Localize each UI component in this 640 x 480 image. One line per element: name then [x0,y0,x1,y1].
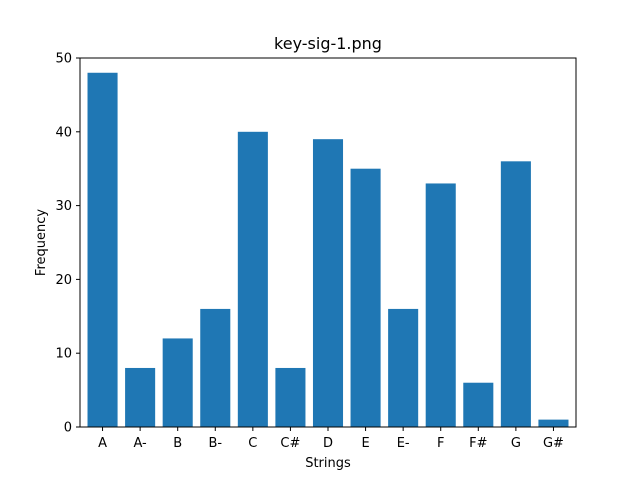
bar-E- [388,308,419,427]
bar-D [312,139,344,427]
x-axis-label: Strings [305,456,351,471]
x-axis: A A- B B- C C# D E E- F F# G G# [98,427,564,451]
x-tick-label: D [323,436,333,451]
x-tick-label: F [437,436,444,451]
bar-E [350,168,381,427]
bar-F# [463,382,494,427]
x-tick-label: F# [469,436,487,451]
y-tick-label: 50 [55,52,72,67]
bar-C [237,131,268,428]
chart-title: key-sig-1.png [274,34,382,53]
y-axis: 0 10 20 30 40 50 [55,52,80,436]
bar-A [87,72,118,427]
x-tick-label: B- [208,436,222,451]
bar-G [500,161,531,427]
x-tick-label: C# [280,436,300,451]
x-tick-label: A- [133,436,147,451]
bars-group [87,72,569,428]
x-tick-label: A [98,436,107,451]
x-tick-label: G [511,436,521,451]
x-tick-label: E [361,436,369,451]
y-tick-label: 20 [55,273,72,288]
bar-B [162,338,193,427]
y-axis-label: Frequency [34,209,49,276]
bar-G# [538,419,569,427]
y-tick-label: 0 [64,421,72,436]
x-tick-label: G# [543,436,564,451]
bar-C# [275,367,306,427]
bar-A- [125,367,156,427]
y-tick-label: 10 [55,347,72,362]
bar-F [425,183,456,427]
x-tick-label: B [173,436,182,451]
x-tick-label: C [248,436,257,451]
y-tick-label: 30 [55,199,72,214]
bar-B- [200,308,231,427]
x-tick-label: E- [397,436,410,451]
y-tick-label: 40 [55,125,72,140]
